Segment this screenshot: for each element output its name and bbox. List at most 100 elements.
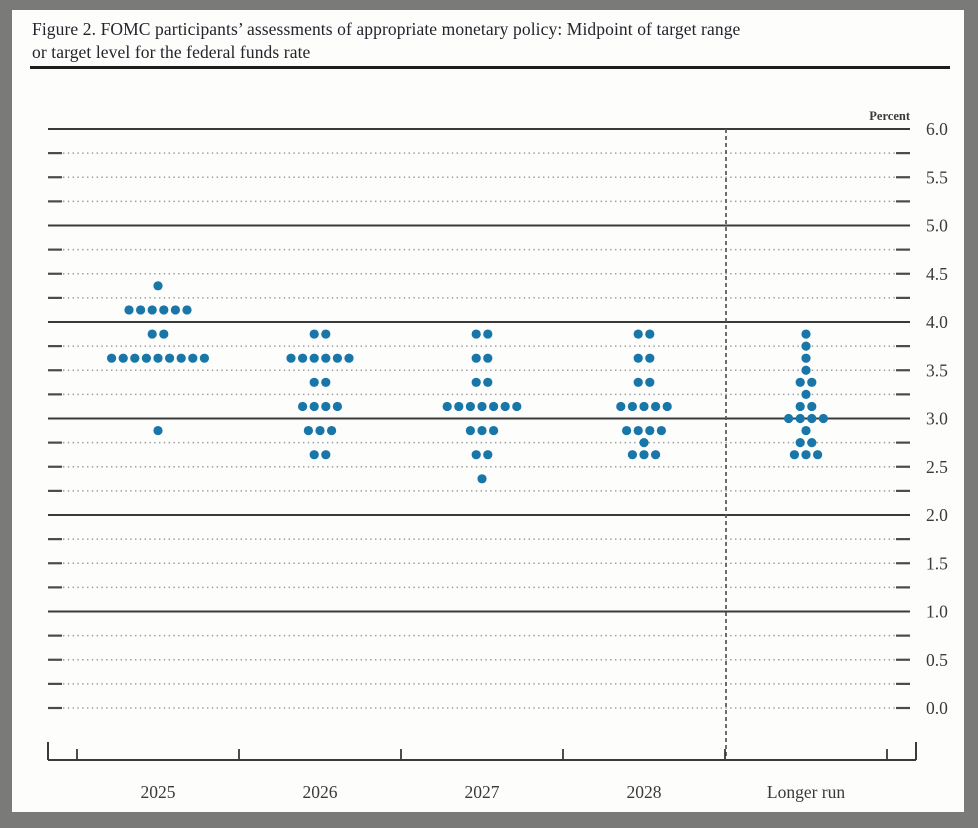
fomc-projection-dot: [170, 305, 180, 315]
fomc-projection-dot: [321, 353, 331, 363]
fomc-projection-dot: [321, 401, 331, 412]
fomc-projection-dot: [332, 401, 342, 412]
fomc-projection-dot: [795, 401, 805, 412]
fomc-projection-dot: [136, 305, 146, 315]
fomc-projection-dot: [321, 377, 331, 387]
fomc-projection-dot: [199, 353, 209, 363]
y-axis-label: 4.0: [926, 312, 948, 332]
fomc-projection-dot: [477, 474, 487, 484]
fomc-projection-dot: [627, 401, 638, 412]
figure-title: Figure 2. FOMC participants’ assessments…: [32, 18, 740, 64]
fomc-projection-dot: [633, 329, 643, 339]
fomc-projection-dot: [801, 341, 811, 351]
fomc-projection-dot: [477, 401, 487, 412]
fomc-projection-dot: [471, 329, 481, 339]
fomc-projection-dot: [159, 329, 169, 339]
fomc-projection-dot: [639, 401, 649, 412]
fomc-projection-dot: [795, 377, 805, 387]
fomc-projection-dot: [303, 425, 313, 436]
fomc-projection-dot: [807, 413, 817, 424]
x-axis-category-label: 2028: [627, 782, 662, 802]
fomc-projection-dot: [153, 281, 163, 291]
x-axis-category-label: Longer run: [767, 782, 845, 802]
y-axis-label: 4.5: [926, 264, 948, 284]
fomc-projection-dot: [818, 413, 829, 424]
fomc-projection-dot: [298, 353, 308, 363]
fomc-projection-dot: [639, 450, 649, 460]
y-axis-label: 5.5: [926, 167, 948, 187]
fomc-projection-dot: [645, 329, 655, 339]
fomc-projection-dot: [344, 353, 354, 363]
fomc-projection-dot: [309, 450, 319, 460]
fomc-projection-dot: [789, 450, 800, 460]
fomc-projection-dot: [309, 377, 319, 387]
fomc-projection-dot: [633, 377, 643, 387]
fomc-projection-dot: [309, 329, 319, 339]
fomc-projection-dot: [622, 425, 632, 436]
y-axis-label: 1.0: [926, 602, 948, 622]
fomc-projection-dot: [176, 353, 186, 363]
fomc-projection-dot: [801, 450, 811, 460]
y-axis-label: 0.0: [926, 698, 948, 718]
fomc-projection-dot: [651, 450, 661, 460]
fomc-projection-dot: [627, 450, 638, 460]
fomc-projection-dot: [616, 401, 626, 412]
fomc-projection-dot: [489, 401, 499, 412]
fomc-projection-dot: [801, 353, 811, 363]
fomc-projection-dot: [153, 353, 163, 363]
fomc-projection-dot: [147, 305, 157, 315]
fomc-projection-dot: [477, 425, 487, 436]
x-axis-category-label: 2027: [465, 782, 500, 802]
fomc-projection-dot: [118, 353, 128, 363]
document-page: Figure 2. FOMC participants’ assessments…: [12, 10, 964, 812]
y-axis-label: 2.0: [926, 505, 948, 525]
fomc-projection-dot: [639, 438, 649, 448]
fomc-projection-dot: [795, 413, 805, 424]
fomc-projection-dot: [147, 329, 157, 339]
fomc-projection-dot: [309, 353, 319, 363]
fomc-projection-dot: [159, 305, 169, 315]
fomc-projection-dot: [188, 353, 198, 363]
fomc-projection-dot: [801, 425, 811, 436]
fomc-projection-dot: [645, 425, 655, 436]
fomc-projection-dot: [656, 425, 667, 436]
fomc-projection-dot: [315, 425, 325, 436]
fomc-projection-dot: [645, 377, 655, 387]
fomc-projection-dot: [489, 425, 499, 436]
fomc-projection-dot: [801, 365, 811, 375]
fomc-projection-dot: [483, 329, 493, 339]
fomc-projection-dot: [512, 401, 522, 412]
y-axis-label: 1.5: [926, 553, 948, 573]
fomc-projection-dot: [483, 353, 493, 363]
fomc-projection-dot: [813, 450, 823, 460]
fomc-projection-dot: [141, 353, 151, 363]
percent-unit-label: Percent: [869, 109, 911, 123]
fomc-projection-dot: [465, 425, 475, 436]
fomc-projection-dot: [124, 305, 134, 315]
fomc-projection-dot: [165, 353, 175, 363]
fomc-projection-dot: [471, 377, 481, 387]
x-axis-category-label: 2026: [303, 782, 338, 802]
fomc-projection-dot: [807, 401, 817, 412]
fomc-projection-dot: [454, 401, 464, 412]
fomc-projection-dot: [801, 389, 811, 399]
fomc-projection-dot: [298, 401, 308, 412]
y-axis-label: 2.5: [926, 457, 948, 477]
fomc-projection-dot: [182, 305, 192, 315]
fomc-projection-dot: [309, 401, 319, 412]
x-axis-category-label: 2025: [141, 782, 176, 802]
fomc-projection-dot: [633, 425, 643, 436]
y-axis-label: 6.0: [926, 119, 948, 139]
fomc-projection-dot: [130, 353, 140, 363]
fomc-projection-dot: [801, 329, 811, 339]
fomc-projection-dot: [500, 401, 510, 412]
fomc-projection-dot: [483, 377, 493, 387]
fomc-projection-dot: [286, 353, 296, 363]
fomc-projection-dot: [471, 450, 481, 460]
fomc-projection-dot: [332, 353, 342, 363]
fomc-projection-dot: [784, 413, 794, 424]
fomc-projection-dot: [807, 438, 817, 448]
fomc-projection-dot: [321, 450, 331, 460]
y-axis-label: 0.5: [926, 650, 948, 670]
